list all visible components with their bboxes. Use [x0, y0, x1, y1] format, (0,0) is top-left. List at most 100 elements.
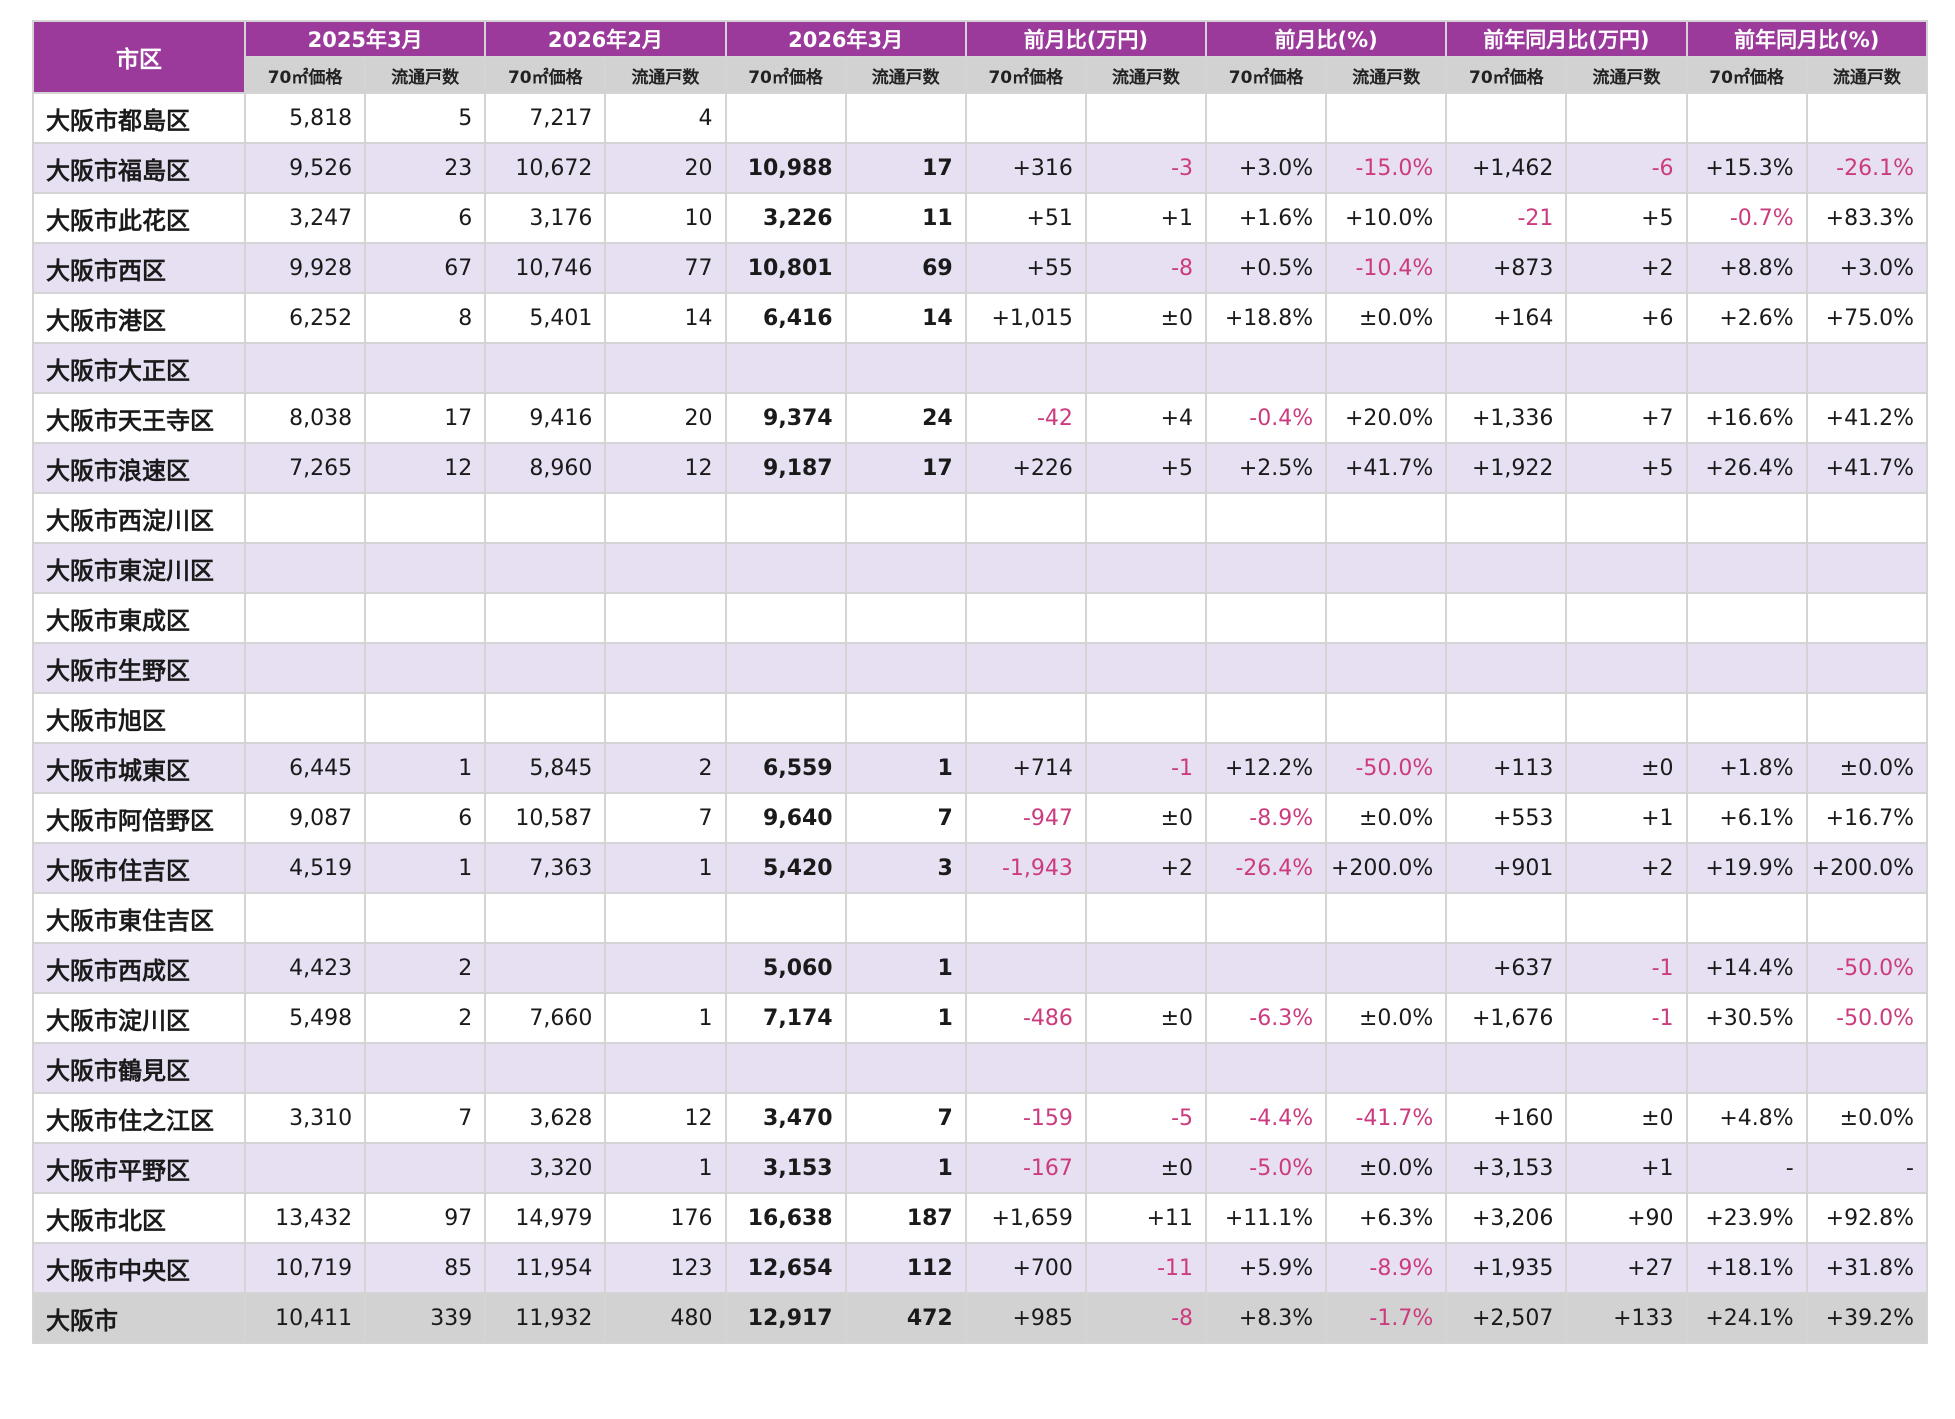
header-sub-count: 流通戸数 [604, 56, 727, 94]
cell-count [1565, 892, 1688, 944]
cell-price: 7,174 [724, 992, 847, 1044]
cell-count [844, 1042, 967, 1094]
header-group-2026-03: 2026年3月 [724, 20, 967, 58]
cell-price: +714 [964, 742, 1087, 794]
city-name: 大阪市天王寺区 [32, 392, 246, 444]
cell-count: +41.7% [1325, 442, 1448, 494]
header-sub-count: 流通戸数 [1084, 56, 1208, 94]
table-row: 大阪市鶴見区 [32, 1042, 1929, 1094]
city-name: 大阪市東住吉区 [32, 892, 246, 944]
cell-count [604, 692, 727, 744]
cell-count: 1 [604, 992, 727, 1044]
cell-price: +15.3% [1685, 142, 1808, 194]
cell-count: 11 [844, 192, 967, 244]
cell-price [964, 592, 1087, 644]
cell-count [364, 542, 487, 594]
cell-price: 5,498 [243, 992, 367, 1044]
cell-price [1205, 692, 1328, 744]
table-row: 大阪市福島区 9,526 23 10,672 20 10,988 17 +316 -3 +3.0%… [32, 142, 1929, 194]
cell-price: +1,336 [1445, 392, 1568, 444]
cell-price [1445, 342, 1568, 394]
cell-count: ±0.0% [1805, 1092, 1929, 1144]
cell-price: 4,519 [243, 842, 367, 894]
cell-count: -3 [1084, 142, 1208, 194]
cell-price: -486 [964, 992, 1087, 1044]
cell-price: -21 [1445, 192, 1568, 244]
header-row-sub: 70㎡価格 流通戸数 70㎡価格 流通戸数 70㎡価格 流通戸数 70㎡価格 流… [33, 56, 1929, 94]
cell-count: 176 [604, 1192, 727, 1244]
cell-count: ±0 [1084, 292, 1208, 344]
table-row: 大阪市西区 9,928 67 10,746 77 10,801 69 +55 -8 +0.5% -1… [32, 242, 1929, 294]
header-sub-price: 70㎡価格 [243, 56, 367, 94]
cell-count [1565, 342, 1688, 394]
cell-price: 3,628 [484, 1092, 607, 1144]
cell-count: +10.0% [1325, 192, 1448, 244]
cell-count [1084, 692, 1208, 744]
cell-price [1445, 892, 1568, 944]
cell-price [964, 92, 1087, 144]
cell-count: 2 [364, 992, 487, 1044]
cell-count [1084, 642, 1208, 694]
cell-count: +31.8% [1805, 1242, 1929, 1294]
cell-count [1084, 492, 1208, 544]
header-sub-count: 流通戸数 [844, 56, 967, 94]
cell-price: 11,954 [484, 1242, 607, 1294]
cell-price: 12,917 [724, 1292, 847, 1344]
cell-count [1565, 642, 1688, 694]
cell-count: ±0 [1084, 1142, 1208, 1194]
cell-price: +2,507 [1445, 1292, 1568, 1344]
cell-count: 2 [604, 742, 727, 794]
cell-count: 20 [604, 392, 727, 444]
cell-count: 2 [364, 942, 487, 994]
cell-count: +41.2% [1805, 392, 1929, 444]
cell-price [1205, 492, 1328, 544]
cell-count: 187 [844, 1192, 967, 1244]
cell-price: -5.0% [1205, 1142, 1328, 1194]
cell-count [1325, 592, 1448, 644]
header-group-yoy-pct: 前年同月比(%) [1685, 20, 1929, 58]
cell-count: 1 [844, 992, 967, 1044]
cell-count [844, 492, 967, 544]
cell-count [1805, 1042, 1929, 1094]
cell-price [724, 892, 847, 944]
header-sub-price: 70㎡価格 [1685, 56, 1808, 94]
cell-count [604, 892, 727, 944]
table-row: 大阪市浪速区 7,265 12 8,960 12 9,187 17 +226 +5 +2.5% +4… [32, 442, 1929, 494]
cell-count: 24 [844, 392, 967, 444]
cell-price [964, 342, 1087, 394]
cell-price [243, 1042, 367, 1094]
cell-count [1565, 92, 1688, 144]
cell-price: +26.4% [1685, 442, 1808, 494]
cell-price: +553 [1445, 792, 1568, 844]
cell-count: +11 [1084, 1192, 1208, 1244]
cell-count: ±0.0% [1325, 792, 1448, 844]
cell-price: 7,217 [484, 92, 607, 144]
cell-price: 9,526 [243, 142, 367, 194]
cell-price: +55 [964, 242, 1087, 294]
table-row: 大阪市生野区 [32, 642, 1929, 694]
cell-count [1325, 892, 1448, 944]
cell-price: +1.8% [1685, 742, 1808, 794]
cell-count [364, 642, 487, 694]
header-sub-count: 流通戸数 [364, 56, 487, 94]
cell-price [1445, 1042, 1568, 1094]
city-name: 大阪市中央区 [32, 1242, 246, 1294]
cell-count [1565, 592, 1688, 644]
cell-price [724, 542, 847, 594]
cell-count: +5 [1084, 442, 1208, 494]
cell-price [1685, 92, 1808, 144]
cell-price: +5.9% [1205, 1242, 1328, 1294]
cell-price: +3,206 [1445, 1192, 1568, 1244]
cell-count: ±0 [1565, 742, 1688, 794]
cell-price [1205, 542, 1328, 594]
cell-count: -1 [1565, 992, 1688, 1044]
cell-price: 3,176 [484, 192, 607, 244]
cell-price [243, 692, 367, 744]
city-name: 大阪市福島区 [32, 142, 246, 194]
cell-count: 472 [844, 1292, 967, 1344]
cell-count: +16.7% [1805, 792, 1929, 844]
cell-price: +1.6% [1205, 192, 1328, 244]
cell-count: 23 [364, 142, 487, 194]
cell-count [1565, 492, 1688, 544]
cell-price [1445, 692, 1568, 744]
